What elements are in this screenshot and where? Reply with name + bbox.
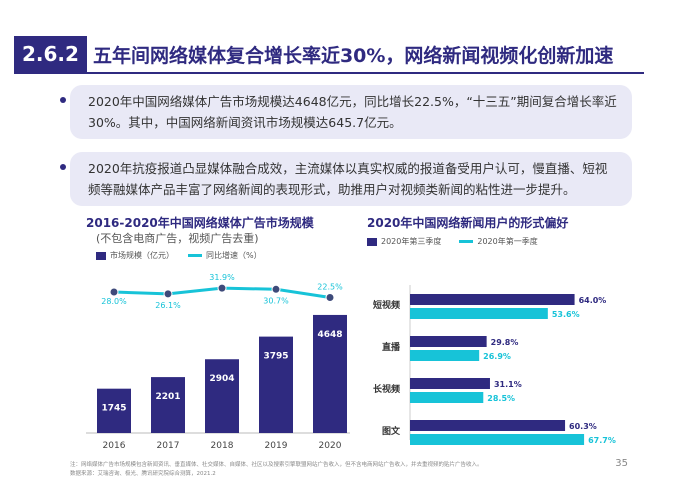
title-underline (14, 72, 644, 74)
value-label-长视频-series-0: 31.1% (494, 380, 522, 389)
bar-长视频-series-0 (410, 378, 490, 389)
bullet-dot-icon (60, 164, 66, 170)
bar-value-label-2020: 4648 (317, 330, 342, 340)
bar-短视频-series-0 (410, 294, 575, 305)
x-tick-label-2018: 2018 (211, 441, 234, 451)
value-label-图文-series-0: 60.3% (569, 422, 597, 431)
legend-q3-swatch (367, 237, 377, 246)
bar-直播-series-1 (410, 350, 480, 361)
right-chart-legend: 2020年第三季度 2020年第一季度 (367, 236, 538, 247)
footnote-source: 数据来源：艾瑞咨询、极光、腾讯研究院综合测算，2021.2 (70, 471, 216, 477)
bar-value-label-2017: 2201 (155, 392, 180, 402)
section-number: 2.6.2 (14, 36, 87, 72)
bullet-box-2: 2020年抗疫报道凸显媒体融合成效，主流媒体以真实权威的报道备受用户认可，慢直播… (60, 152, 632, 206)
growth-point-2020 (325, 293, 335, 302)
page-number: 35 (615, 458, 628, 469)
bar-长视频-series-1 (410, 392, 484, 403)
category-label-图文: 图文 (382, 425, 401, 437)
value-label-图文-series-1: 67.7% (588, 436, 616, 445)
title-bar: 2.6.2 五年间网络媒体复合增长率近30%，网络新闻视频化创新加速 (14, 36, 644, 72)
bullet-text-2: 2020年抗疫报道凸显媒体融合成效，主流媒体以真实权威的报道备受用户认可，慢直播… (88, 161, 608, 197)
legend-q3-label: 2020年第三季度 (381, 237, 442, 246)
legend-line-label: 同比增速（%） (206, 251, 262, 260)
growth-point-2017 (163, 289, 173, 299)
bar-value-label-2018: 2904 (209, 374, 234, 384)
bar-短视频-series-1 (410, 308, 548, 319)
growth-label-2016: 28.0% (101, 297, 127, 306)
x-tick-label-2020: 2020 (319, 441, 342, 451)
bar-2017 (151, 377, 185, 433)
legend-bar-label: 市场规模（亿元） (110, 251, 174, 260)
legend-bar-swatch (96, 251, 106, 260)
bullet-box-1: 2020年中国网络媒体广告市场规模达4648亿元，同比增长22.5%，“十三五”… (60, 85, 632, 139)
bar-value-label-2019: 3795 (263, 352, 288, 362)
value-label-长视频-series-1: 28.5% (487, 394, 515, 403)
value-label-短视频-series-1: 53.6% (552, 310, 580, 319)
x-tick-label-2019: 2019 (265, 441, 288, 451)
left-chart-title: 2016-2020年中国网络媒体广告市场规模 (86, 216, 314, 230)
legend-q1-swatch (459, 240, 474, 243)
page-title: 五年间网络媒体复合增长率近30%，网络新闻视频化创新加速 (92, 44, 614, 67)
bar-2019 (259, 336, 293, 433)
legend-q1-label: 2020年第一季度 (477, 237, 538, 246)
bar-图文-series-0 (410, 420, 566, 431)
category-label-长视频: 长视频 (373, 383, 400, 395)
value-label-直播-series-1: 26.9% (483, 352, 511, 361)
growth-point-2018 (217, 283, 227, 293)
bar-2020 (313, 314, 347, 433)
bar-value-label-2016: 1745 (101, 404, 126, 414)
bar-2018 (205, 359, 239, 433)
growth-point-2019 (271, 284, 281, 294)
bar-图文-series-1 (410, 434, 585, 445)
x-tick-label-2016: 2016 (103, 441, 126, 451)
bullet-text-1: 2020年中国网络媒体广告市场规模达4648亿元，同比增长22.5%，“十三五”… (88, 94, 617, 130)
legend-line-swatch (188, 254, 202, 257)
value-label-直播-series-0: 29.8% (491, 338, 519, 347)
growth-label-2018: 31.9% (209, 273, 235, 282)
right-chart-title: 2020年中国网络新闻用户的形式偏好 (367, 216, 569, 230)
left-chart-subtitle: (不包含电商广告，视频广告去重) (96, 232, 259, 245)
left-chart-legend: 市场规模（亿元） 同比增速（%） (96, 250, 262, 261)
bar-2016 (97, 388, 131, 433)
bullet-dot-icon (60, 97, 66, 103)
growth-label-2017: 26.1% (155, 301, 181, 310)
value-label-短视频-series-0: 64.0% (579, 296, 607, 305)
category-label-短视频: 短视频 (373, 299, 400, 311)
x-tick-label-2017: 2017 (157, 441, 180, 451)
category-label-直播: 直播 (382, 341, 401, 353)
growth-point-2016 (109, 287, 119, 297)
bar-直播-series-0 (410, 336, 487, 347)
growth-label-2019: 30.7% (263, 296, 289, 305)
footnote-note: 注：网络媒体广告市场规模包含新闻资讯、垂直媒体、社交媒体、自媒体、社区以及搜索引… (70, 462, 483, 468)
growth-label-2020: 22.5% (317, 283, 343, 292)
